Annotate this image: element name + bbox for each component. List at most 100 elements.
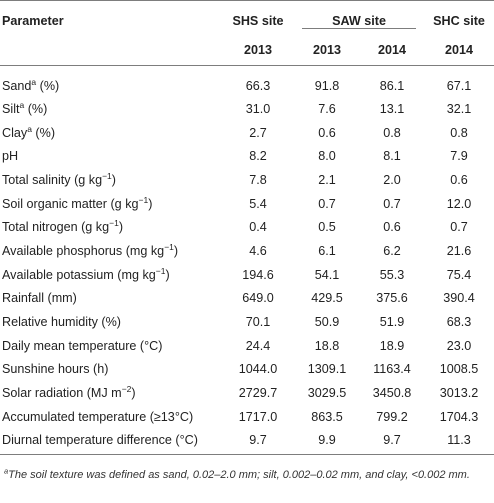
value-saw-2013: 0.5: [318, 220, 336, 235]
value-shc-2014: 12.0: [446, 196, 472, 211]
value-shc-2014: 0.7: [450, 220, 468, 235]
value-shc-2014: 21.6: [446, 243, 472, 258]
header-parameter: Parameter: [0, 0, 222, 35]
parameter-name: Available phosphorus (mg kg−1): [0, 239, 222, 263]
parameter-unit: ): [148, 196, 153, 211]
value-shs-2013: 4.6: [249, 243, 267, 258]
parameter-label: Total salinity (g kg: [2, 172, 103, 187]
parameter-name: Solar radiation (MJ m−2): [0, 381, 222, 405]
value-shc-2014: 390.4: [443, 291, 475, 306]
table-row: Sunshine hours (h) 1044.0 1309.1 1163.4 1008…: [0, 358, 494, 382]
value-shs-2013: 649.0: [242, 291, 274, 306]
value-saw-2014: 3450.8: [372, 386, 412, 401]
value-shs-2013: 2729.7: [238, 386, 278, 401]
soil-climate-table-container: Parameter SHS site SAW site SHC site 201…: [0, 0, 494, 456]
value-saw-2014: 18.9: [379, 338, 405, 353]
table-footnote: aThe soil texture was defined as sand, 0…: [4, 466, 490, 483]
table-row: Soil organic matter (g kg−1) 5.4 0.7 0.7 12.…: [0, 192, 494, 216]
value-saw-2013: 0.6: [318, 125, 336, 140]
table-row: Relative humidity (%) 70.1 50.9 51.9 68.3: [0, 310, 494, 334]
parameter-name: Sunshine hours (h): [0, 358, 222, 382]
header-shs-site: SHS site: [222, 0, 294, 35]
value-shs-2013: 1717.0: [238, 409, 278, 424]
value-shs-2013: 0.4: [249, 220, 267, 235]
value-saw-2013: 54.1: [314, 267, 340, 282]
parameter-name: Soil organic matter (g kg−1): [0, 192, 222, 216]
value-shs-2013: 24.4: [245, 338, 271, 353]
header-year-shc-2014: 2014: [424, 35, 494, 66]
parameter-superscript: −1: [109, 218, 119, 229]
table-row: pH 8.2 8.0 8.1 7.9: [0, 144, 494, 168]
parameter-label: Solar radiation (MJ m: [2, 386, 122, 401]
parameter-unit: (%): [24, 101, 48, 116]
value-shc-2014: 7.9: [450, 149, 468, 164]
table-body: Sanda (%) 66.3 91.8 86.1 67.1 Silta (%) 31.0 7.…: [0, 66, 494, 456]
value-shc-2014: 32.1: [446, 101, 472, 116]
parameter-superscript: −1: [155, 265, 166, 276]
parameter-unit: (%): [36, 78, 60, 93]
parameter-superscript: a: [31, 76, 37, 87]
soil-climate-table: Parameter SHS site SAW site SHC site 201…: [0, 0, 494, 456]
table-row: Sanda (%) 66.3 91.8 86.1 67.1: [0, 66, 494, 98]
parameter-name: Rainfall (mm): [0, 287, 222, 311]
parameter-unit: ): [165, 267, 170, 282]
table-row: Silta (%) 31.0 7.6 13.1 32.1: [0, 97, 494, 121]
value-shs-2013: 66.3: [245, 78, 271, 93]
parameter-unit: ): [111, 172, 116, 187]
value-shc-2014: 0.6: [450, 172, 468, 187]
parameter-name: Daily mean temperature (°C): [0, 334, 222, 358]
parameter-superscript: −1: [164, 241, 174, 252]
parameter-unit: (%): [31, 125, 56, 140]
value-shc-2014: 75.4: [446, 267, 472, 282]
value-saw-2014: 6.2: [383, 243, 401, 258]
value-saw-2014: 86.1: [379, 78, 405, 93]
parameter-label: Soil organic matter (g kg: [2, 196, 139, 211]
parameter-label: Sand: [2, 78, 32, 93]
value-shs-2013: 8.2: [249, 149, 267, 164]
value-saw-2014: 51.9: [379, 315, 405, 330]
value-saw-2013: 9.9: [294, 428, 360, 456]
parameter-unit: ): [131, 386, 136, 401]
table-row: Total nitrogen (g kg−1) 0.4 0.5 0.6 0.7: [0, 215, 494, 239]
value-shc-2014: 23.0: [446, 338, 472, 353]
value-shc-2014: 0.8: [450, 125, 468, 140]
value-shc-2014: 3013.2: [439, 386, 479, 401]
value-shs-2013: 9.7: [222, 428, 294, 456]
parameter-label: Total nitrogen (g kg: [2, 220, 110, 235]
footnote-text: The soil texture was defined as sand, 0.…: [8, 469, 470, 481]
value-shc-2014: 11.3: [424, 428, 494, 456]
parameter-name: Relative humidity (%): [0, 310, 222, 334]
value-saw-2014: 2.0: [383, 172, 401, 187]
value-shs-2013: 31.0: [245, 101, 271, 116]
value-saw-2014: 1163.4: [373, 362, 411, 377]
header-shc-site: SHC site: [424, 0, 494, 35]
value-saw-2014: 799.2: [376, 409, 408, 424]
value-saw-2013: 0.7: [318, 196, 336, 211]
parameter-label: Silt: [2, 101, 20, 116]
table-row: Daily mean temperature (°C) 24.4 18.8 18.9 2…: [0, 334, 494, 358]
parameter-label: Available phosphorus (mg kg: [2, 243, 165, 258]
parameter-name: Claya (%): [0, 121, 222, 145]
parameter-superscript: −2: [121, 383, 132, 394]
value-saw-2014: 8.1: [383, 149, 401, 164]
value-saw-2013: 18.8: [314, 338, 340, 353]
table-row: Claya (%) 2.7 0.6 0.8 0.8: [0, 121, 494, 145]
footnote-marker: a: [4, 466, 9, 476]
table-row: Accumulated temperature (≥13°C) 1717.0 863…: [0, 405, 494, 429]
parameter-label: Available potassium (mg kg: [2, 267, 156, 282]
value-saw-2013: 50.9: [314, 315, 340, 330]
header-year-blank: [0, 35, 222, 66]
value-shc-2014: 68.3: [446, 315, 472, 330]
parameter-name: Available potassium (mg kg−1): [0, 263, 222, 287]
parameter-label: Rainfall (mm): [2, 291, 77, 306]
value-saw-2013: 2.1: [318, 172, 336, 187]
value-saw-2013: 7.6: [318, 101, 336, 116]
parameter-name: Silta (%): [0, 97, 222, 121]
parameter-name: Accumulated temperature (≥13°C): [0, 405, 222, 429]
table-row: Available potassium (mg kg−1) 194.6 54.1 55…: [0, 263, 494, 287]
parameter-superscript: −1: [138, 194, 149, 205]
parameter-superscript: a: [27, 123, 32, 134]
parameter-label: Daily mean temperature (°C): [2, 338, 163, 353]
table-row: Rainfall (mm) 649.0 429.5 375.6 390.4: [0, 287, 494, 311]
value-shs-2013: 1044.0: [238, 362, 278, 377]
